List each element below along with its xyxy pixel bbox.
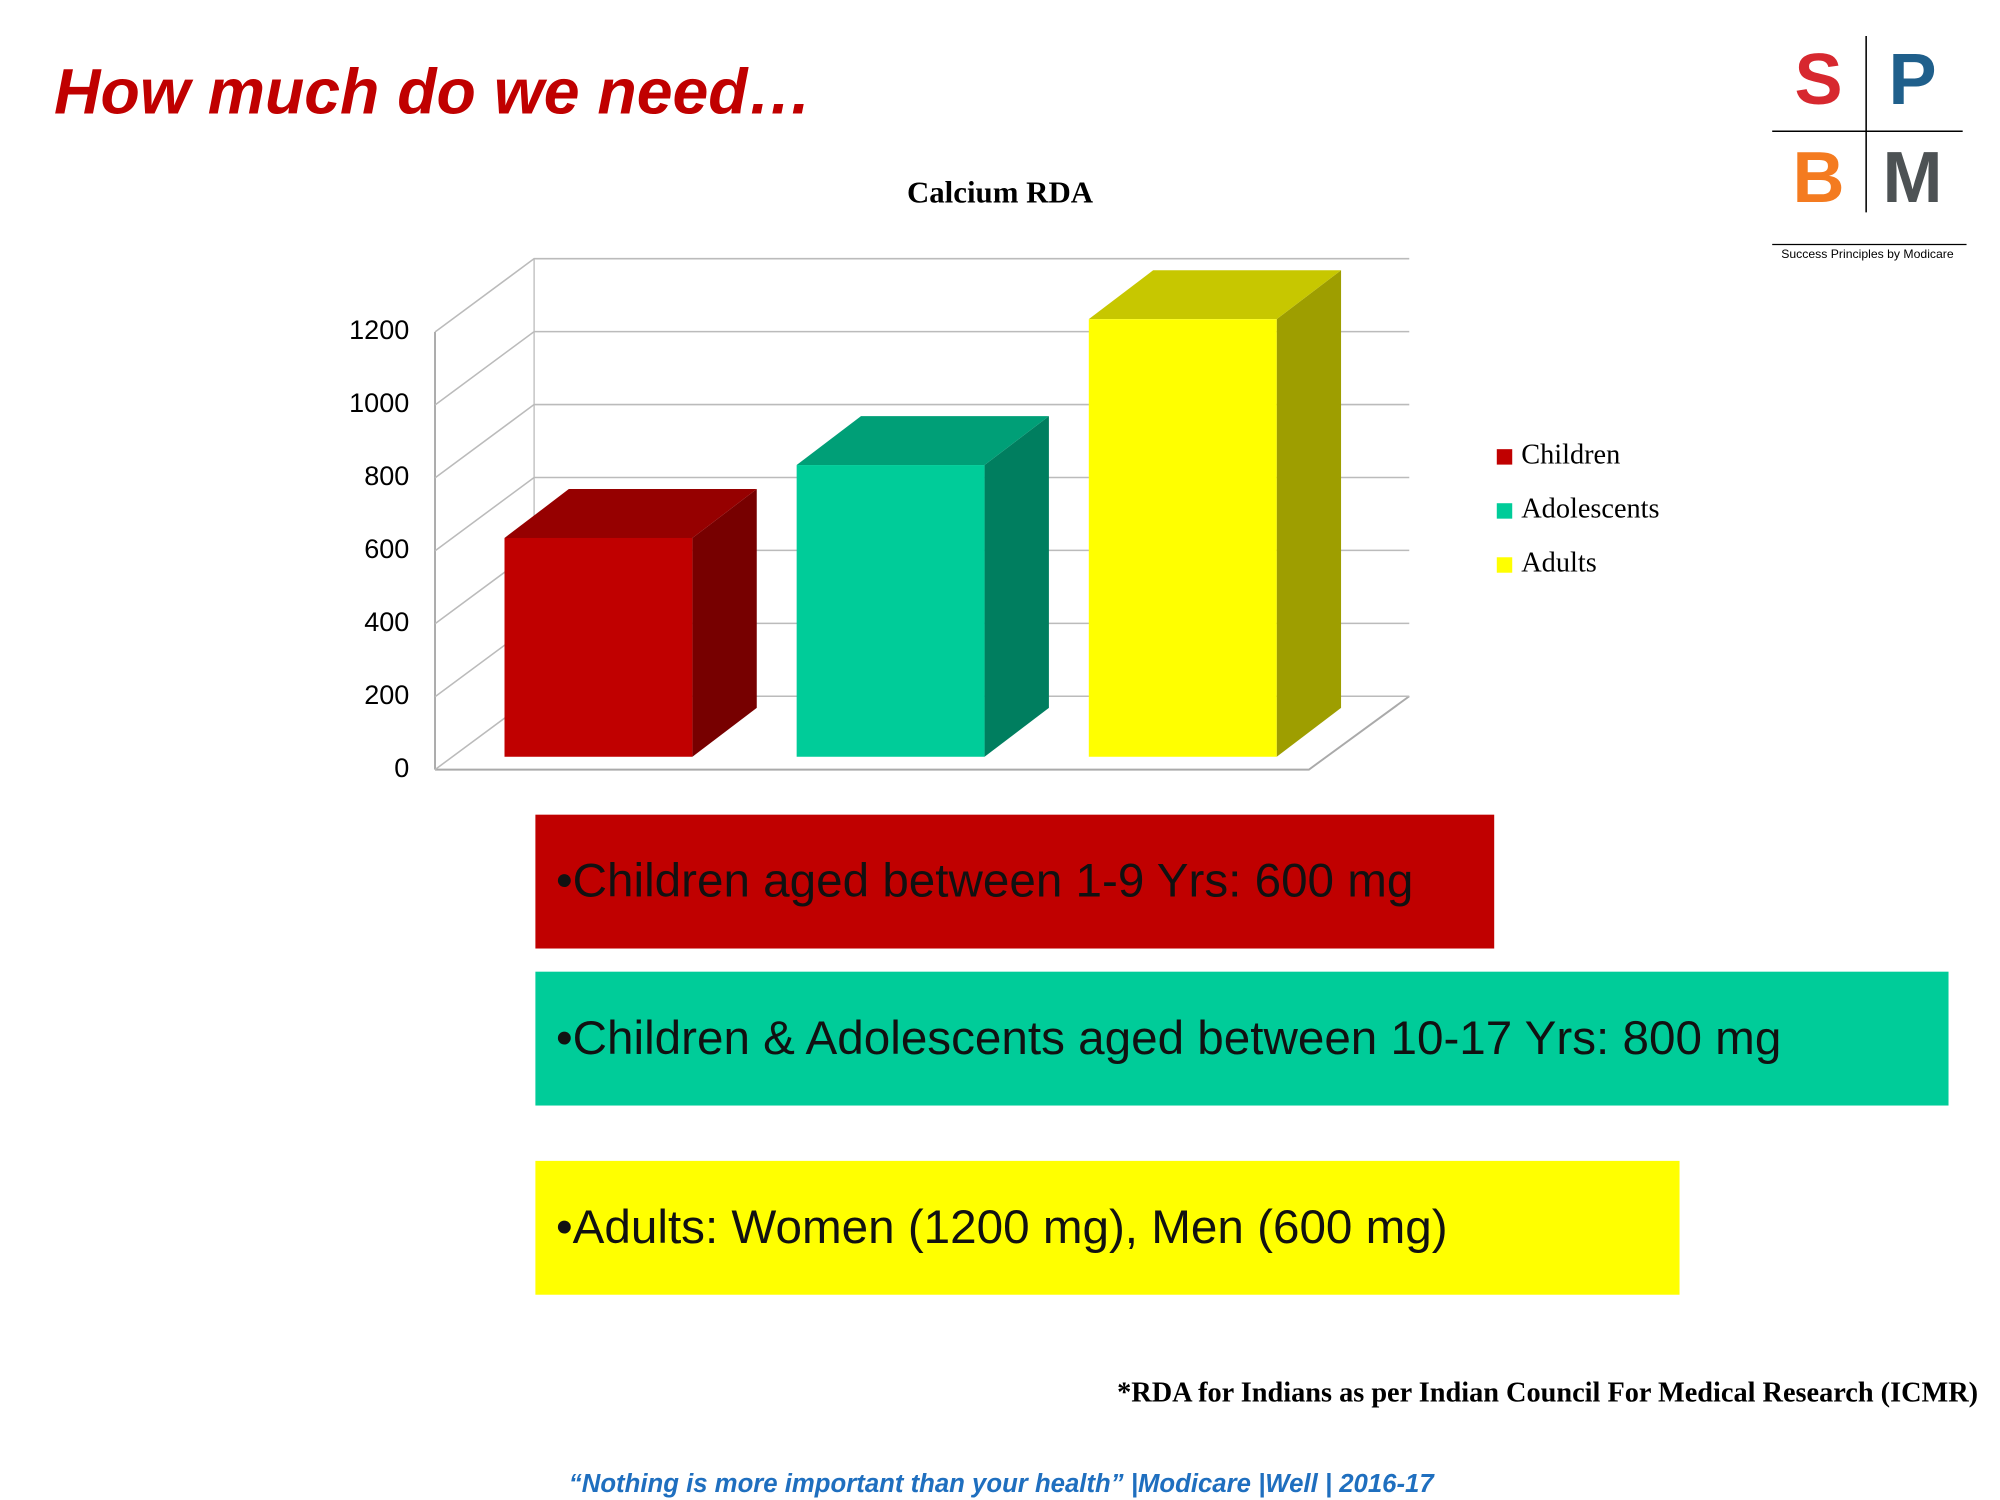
note-box (535, 971, 1949, 1106)
y-tick-label: 1200 (349, 315, 409, 345)
legend-label: Adolescents (1521, 493, 1659, 524)
chart-title: Calcium RDA (907, 175, 1094, 210)
y-tick-label: 600 (364, 534, 409, 564)
logo-letter: M (1882, 138, 1942, 218)
footnote: *RDA for Indians as per Indian Council F… (1117, 1378, 1978, 1409)
logo-letter: P (1888, 40, 1936, 120)
y-tick-label: 1000 (349, 388, 409, 418)
bar (504, 537, 693, 757)
note-text: •Children aged between 1-9 Yrs: 600 mg (556, 855, 1413, 908)
bar-top (1088, 270, 1342, 320)
logo-letter: S (1794, 40, 1842, 120)
note-box (535, 1160, 1680, 1295)
bar-side (692, 489, 757, 757)
y-tick-label: 800 (364, 461, 409, 491)
bar (796, 465, 985, 757)
floor-line (435, 695, 1410, 771)
legend-swatch (1496, 449, 1513, 465)
slide-title: How much do we need… (54, 56, 812, 128)
logo-letter: B (1793, 138, 1845, 218)
bar-top (504, 489, 757, 538)
legend-swatch (1496, 503, 1513, 519)
bar-top (796, 416, 1049, 466)
footer: “Nothing is more important than your hea… (569, 1470, 1435, 1498)
y-tick-label: 200 (364, 680, 409, 710)
legend-label: Adults (1521, 547, 1596, 578)
note-text: •Children & Adolescents aged between 10-… (556, 1012, 1781, 1065)
grid-line (434, 257, 1410, 333)
note-box (535, 814, 1495, 949)
bar (1088, 319, 1277, 757)
bar-side (1276, 270, 1342, 757)
logo-tagline: Success Principles by Modicare (1781, 247, 1954, 261)
legend-swatch (1496, 557, 1513, 573)
note-text: •Adults: Women (1200 mg), Men (600 mg) (556, 1201, 1448, 1254)
y-tick-label: 400 (364, 607, 409, 637)
y-tick-label: 0 (394, 753, 409, 783)
legend-label: Children (1521, 439, 1620, 470)
bar-side (984, 416, 1049, 757)
